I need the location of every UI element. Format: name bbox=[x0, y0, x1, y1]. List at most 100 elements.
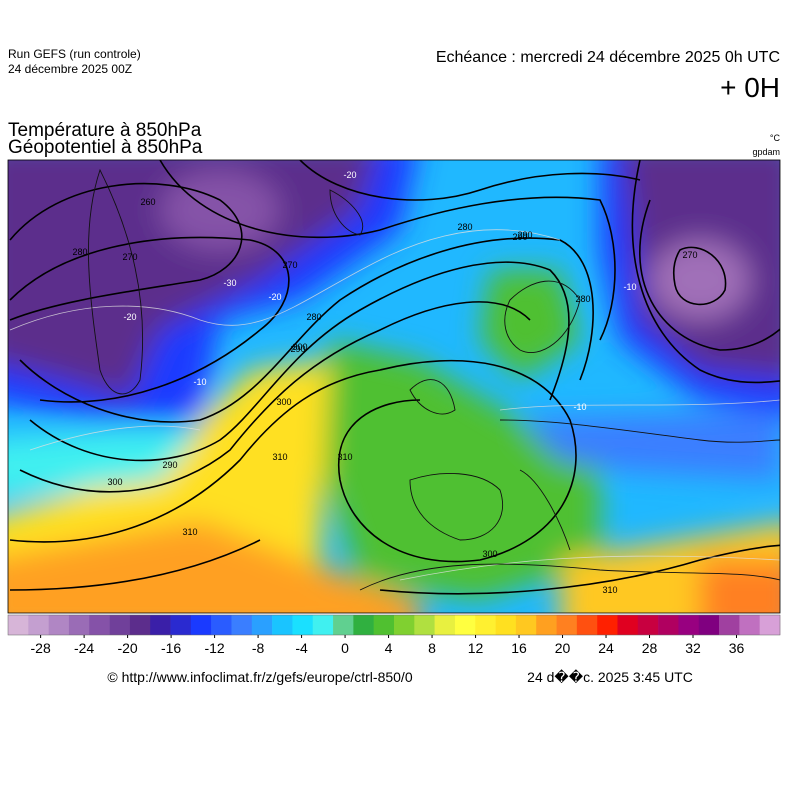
run-label: Run GEFS (run controle) bbox=[8, 47, 141, 61]
colorbar-swatch bbox=[272, 615, 293, 635]
contour-label: -20 bbox=[343, 170, 356, 180]
colorbar-tick-label: 4 bbox=[385, 640, 393, 656]
colorbar-tick-label: -8 bbox=[252, 640, 265, 656]
colorbar-swatch bbox=[312, 615, 334, 635]
contour-label: 260 bbox=[140, 197, 155, 207]
contour-label: 310 bbox=[182, 527, 197, 537]
title-temperature: Température à 850hPa bbox=[8, 120, 202, 141]
colorbar-swatch bbox=[698, 615, 720, 635]
contour-label: 280 bbox=[306, 312, 321, 322]
colorbar-swatch bbox=[515, 615, 537, 635]
colorbar-swatch bbox=[719, 615, 740, 635]
title-geopotential: Géopotentiel à 850hPa bbox=[8, 137, 203, 158]
colorbar-tick-label: -28 bbox=[31, 640, 51, 656]
colorbar-swatch bbox=[597, 615, 618, 635]
colorbar-tick-label: 20 bbox=[555, 640, 571, 656]
contour-label: -10 bbox=[573, 402, 586, 412]
contour-label: 300 bbox=[482, 549, 497, 559]
colorbar: -28 -24 -20 -16 -12 -8 -4 0 4 8 12 16 20 24 28 32 36 bbox=[7, 614, 781, 656]
colorbar-swatch bbox=[28, 615, 49, 635]
coastlines bbox=[88, 168, 780, 591]
colorbar-tick-label: 0 bbox=[341, 640, 349, 656]
colorbar-tick-label: 12 bbox=[468, 640, 484, 656]
colorbar-swatch bbox=[353, 615, 374, 635]
colorbar-swatch bbox=[536, 615, 557, 635]
contour-label: 300 bbox=[292, 342, 307, 352]
colorbar-swatch bbox=[495, 615, 517, 635]
colorbar-swatch bbox=[8, 615, 29, 635]
contour-label: 280 bbox=[457, 222, 472, 232]
colorbar-swatch bbox=[150, 615, 171, 635]
contour-label: -10 bbox=[193, 377, 206, 387]
colorbar-swatch bbox=[251, 615, 273, 635]
colorbar-swatch bbox=[231, 615, 253, 635]
colorbar-tick-label: 8 bbox=[428, 640, 436, 656]
contour-label: 280 bbox=[575, 294, 590, 304]
timestamp: 24 d��c. 2025 3:45 UTC bbox=[527, 669, 693, 685]
colorbar-tick-label: -4 bbox=[295, 640, 308, 656]
contour-label: -20 bbox=[123, 312, 136, 322]
contour-label: 290 bbox=[162, 460, 177, 470]
colorbar-tick-label: 28 bbox=[642, 640, 658, 656]
contour-label: 290 bbox=[512, 232, 527, 242]
colorbar-swatch bbox=[617, 615, 639, 635]
colorbar-swatch bbox=[394, 615, 415, 635]
colorbar-swatch bbox=[637, 615, 659, 635]
colorbar-swatch bbox=[89, 615, 110, 635]
contour-label: 300 bbox=[107, 477, 122, 487]
colorbar-tick-label: 32 bbox=[685, 640, 701, 656]
colorbar-swatch bbox=[68, 615, 90, 635]
colorbar-swatch bbox=[759, 615, 781, 635]
colorbar-swatch bbox=[678, 615, 700, 635]
contour-label: 270 bbox=[282, 260, 297, 270]
colorbar-swatch bbox=[48, 615, 70, 635]
colorbar-swatch bbox=[414, 615, 435, 635]
colorbar-swatch bbox=[170, 615, 192, 635]
colorbar-swatch bbox=[109, 615, 131, 635]
contour-label: 310 bbox=[337, 452, 352, 462]
contour-label: 310 bbox=[272, 452, 287, 462]
colorbar-swatch bbox=[292, 615, 314, 635]
colorbar-swatch bbox=[373, 615, 395, 635]
contour-label: 270 bbox=[122, 252, 137, 262]
colorbar-tick-label: -16 bbox=[161, 640, 181, 656]
map-frame bbox=[7, 159, 781, 614]
colorbar-swatch bbox=[211, 615, 232, 635]
contour-label: 310 bbox=[602, 585, 617, 595]
colorbar-tick-label: -20 bbox=[117, 640, 137, 656]
colorbar-tick-label: 24 bbox=[598, 640, 614, 656]
colorbar-swatch bbox=[129, 615, 151, 635]
colorbar-tick-label: -12 bbox=[204, 640, 224, 656]
colorbar-tick-label: 36 bbox=[729, 640, 745, 656]
contour-label: -20 bbox=[268, 292, 281, 302]
isotherms bbox=[9, 229, 780, 581]
contour-label: 270 bbox=[682, 250, 697, 260]
unit-geopotential: gpdam bbox=[752, 147, 780, 157]
echeance: Echéance : mercredi 24 décembre 2025 0h … bbox=[436, 49, 780, 66]
colorbar-swatch bbox=[576, 615, 598, 635]
contour-label: 290 bbox=[517, 230, 532, 240]
colorbar-swatch bbox=[658, 615, 679, 635]
colorbar-tick-label: -24 bbox=[74, 640, 94, 656]
colorbar-swatch bbox=[475, 615, 496, 635]
colorbar-swatch bbox=[434, 615, 456, 635]
geopotential-contours bbox=[9, 160, 780, 595]
colorbar-frame bbox=[7, 614, 781, 636]
colorbar-swatch bbox=[333, 615, 354, 635]
offset: + 0H bbox=[720, 72, 780, 103]
unit-temperature: °C bbox=[770, 133, 781, 143]
colorbar-swatch bbox=[190, 615, 212, 635]
contour-label: 290 bbox=[290, 344, 305, 354]
colorbar-swatch bbox=[556, 615, 578, 635]
colorbar-tick-label: 16 bbox=[511, 640, 527, 656]
source-url: © http://www.infoclimat.fr/z/gefs/europe… bbox=[107, 669, 412, 685]
contour-label: 300 bbox=[276, 397, 291, 407]
run-date: 24 décembre 2025 00Z bbox=[8, 62, 132, 76]
contour-label: 280 bbox=[72, 247, 87, 257]
colorbar-swatch bbox=[454, 615, 476, 635]
contour-label: -30 bbox=[223, 278, 236, 288]
